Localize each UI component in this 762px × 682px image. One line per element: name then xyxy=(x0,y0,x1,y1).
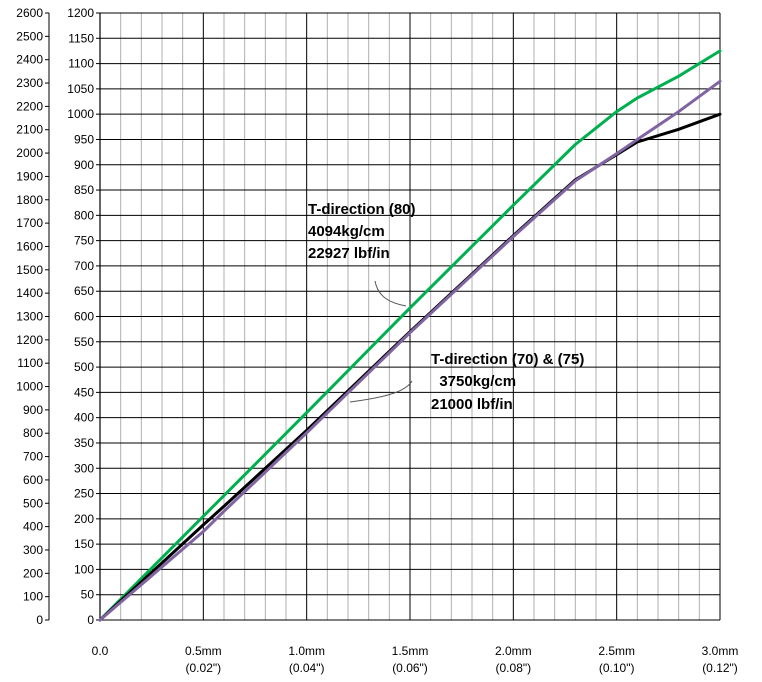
left-tick-label: 700 xyxy=(23,450,43,464)
inner-tick-label: 450 xyxy=(74,385,94,399)
annotation-70-75-line2: 3750kg/cm xyxy=(431,373,516,390)
x-tick-label: 1.5mm xyxy=(392,644,429,658)
left-tick-label: 1200 xyxy=(16,333,43,347)
left-tick-label: 900 xyxy=(23,403,43,417)
series-line-0 xyxy=(98,49,722,622)
inner-tick-label: 350 xyxy=(74,436,94,450)
left-tick-label: 100 xyxy=(23,590,43,604)
right-axis-ticks: 0 50 100 150 200 250 300 350 400 450 500 550 600 650 7… xyxy=(67,6,100,627)
left-tick-label: 1000 xyxy=(16,380,43,394)
inner-tick-label: 400 xyxy=(74,411,94,425)
left-tick-label: 300 xyxy=(23,543,43,557)
x-tick-sublabel: (0.04") xyxy=(289,661,325,675)
inner-tick-label: 600 xyxy=(74,310,94,324)
left-tick-label: 1600 xyxy=(16,239,43,253)
x-tick-label: 2.0mm xyxy=(495,644,532,658)
inner-tick-label: 950 xyxy=(74,132,94,146)
inner-tick-label: 750 xyxy=(74,234,94,248)
left-tick-label: 2500 xyxy=(16,29,43,43)
inner-tick-label: 1100 xyxy=(68,57,94,71)
inner-tick-label: 1000 xyxy=(67,107,94,121)
annotation-80-line2: 4094kg/cm xyxy=(308,223,385,240)
series-lines xyxy=(98,49,722,622)
x-axis-ticks: 0.0 0.5mm (0.02") 1.0mm (0.04") 1.5mm (0.06") 2… xyxy=(92,644,739,675)
left-axis-ticks: 0 100 200 300 400 500 600 700 800 900 1000 1100 1200… xyxy=(16,6,49,627)
inner-tick-label: 150 xyxy=(74,537,94,551)
inner-tick-label: 900 xyxy=(74,158,94,172)
annotation-70-75-line3: 21000 lbf/in xyxy=(431,396,513,413)
x-tick-sublabel: (0.08") xyxy=(496,661,532,675)
left-tick-label: 200 xyxy=(23,566,43,580)
inner-tick-label: 100 xyxy=(74,562,94,576)
inner-tick-label: 50 xyxy=(81,588,95,602)
x-tick-label: 2.5mm xyxy=(598,644,635,658)
x-tick-sublabel: (0.10") xyxy=(599,661,635,675)
inner-tick-label: 800 xyxy=(74,208,94,222)
inner-tick-label: 500 xyxy=(74,360,94,374)
left-tick-label: 600 xyxy=(23,473,43,487)
left-tick-label: 2600 xyxy=(16,6,43,20)
inner-tick-label: 850 xyxy=(74,183,94,197)
left-tick-label: 0 xyxy=(36,613,43,627)
left-tick-label: 400 xyxy=(23,520,43,534)
x-tick-label: 1.0mm xyxy=(288,644,325,658)
x-tick-label: 3.0mm xyxy=(702,644,739,658)
annotation-70-75-line1: T-direction (70) & (75) xyxy=(431,351,584,368)
left-tick-label: 2200 xyxy=(16,99,43,113)
annotation-70-75-leader xyxy=(349,380,413,403)
grid xyxy=(99,12,721,621)
annotations: T-direction (80) 4094kg/cm 22927 lbf/in … xyxy=(308,201,584,413)
left-tick-label: 500 xyxy=(23,496,43,510)
inner-tick-label: 550 xyxy=(74,335,94,349)
annotation-80-line1: T-direction (80) xyxy=(308,201,416,218)
left-tick-label: 2400 xyxy=(16,53,43,67)
left-tick-label: 800 xyxy=(23,426,43,440)
inner-tick-label: 200 xyxy=(74,512,94,526)
annotation-80-leader xyxy=(374,280,407,307)
left-tick-label: 1500 xyxy=(16,263,43,277)
left-tick-label: 1400 xyxy=(16,286,43,300)
x-tick-label: 0.5mm xyxy=(185,644,222,658)
left-tick-label: 1700 xyxy=(16,216,43,230)
annotation-80-line3: 22927 lbf/in xyxy=(308,245,390,262)
left-tick-label: 2300 xyxy=(16,76,43,90)
inner-tick-label: 0 xyxy=(87,613,94,627)
left-tick-label: 1300 xyxy=(16,310,43,324)
series-line-2 xyxy=(98,79,722,622)
inner-tick-label: 1200 xyxy=(67,6,94,20)
inner-tick-label: 1050 xyxy=(67,82,94,96)
left-tick-label: 1100 xyxy=(17,356,43,370)
inner-tick-label: 700 xyxy=(74,259,94,273)
x-tick-sublabel: (0.02") xyxy=(186,661,222,675)
x-tick-label: 0.0 xyxy=(92,644,109,658)
left-tick-label: 1800 xyxy=(16,193,43,207)
x-tick-sublabel: (0.12") xyxy=(702,661,738,675)
left-tick-label: 2000 xyxy=(16,146,43,160)
left-tick-label: 1900 xyxy=(16,169,43,183)
inner-tick-label: 650 xyxy=(74,284,94,298)
x-tick-sublabel: (0.06") xyxy=(392,661,428,675)
inner-tick-label: 300 xyxy=(74,461,94,475)
inner-tick-label: 250 xyxy=(74,487,94,501)
inner-tick-label: 1150 xyxy=(68,31,94,45)
left-tick-label: 2100 xyxy=(16,123,43,137)
